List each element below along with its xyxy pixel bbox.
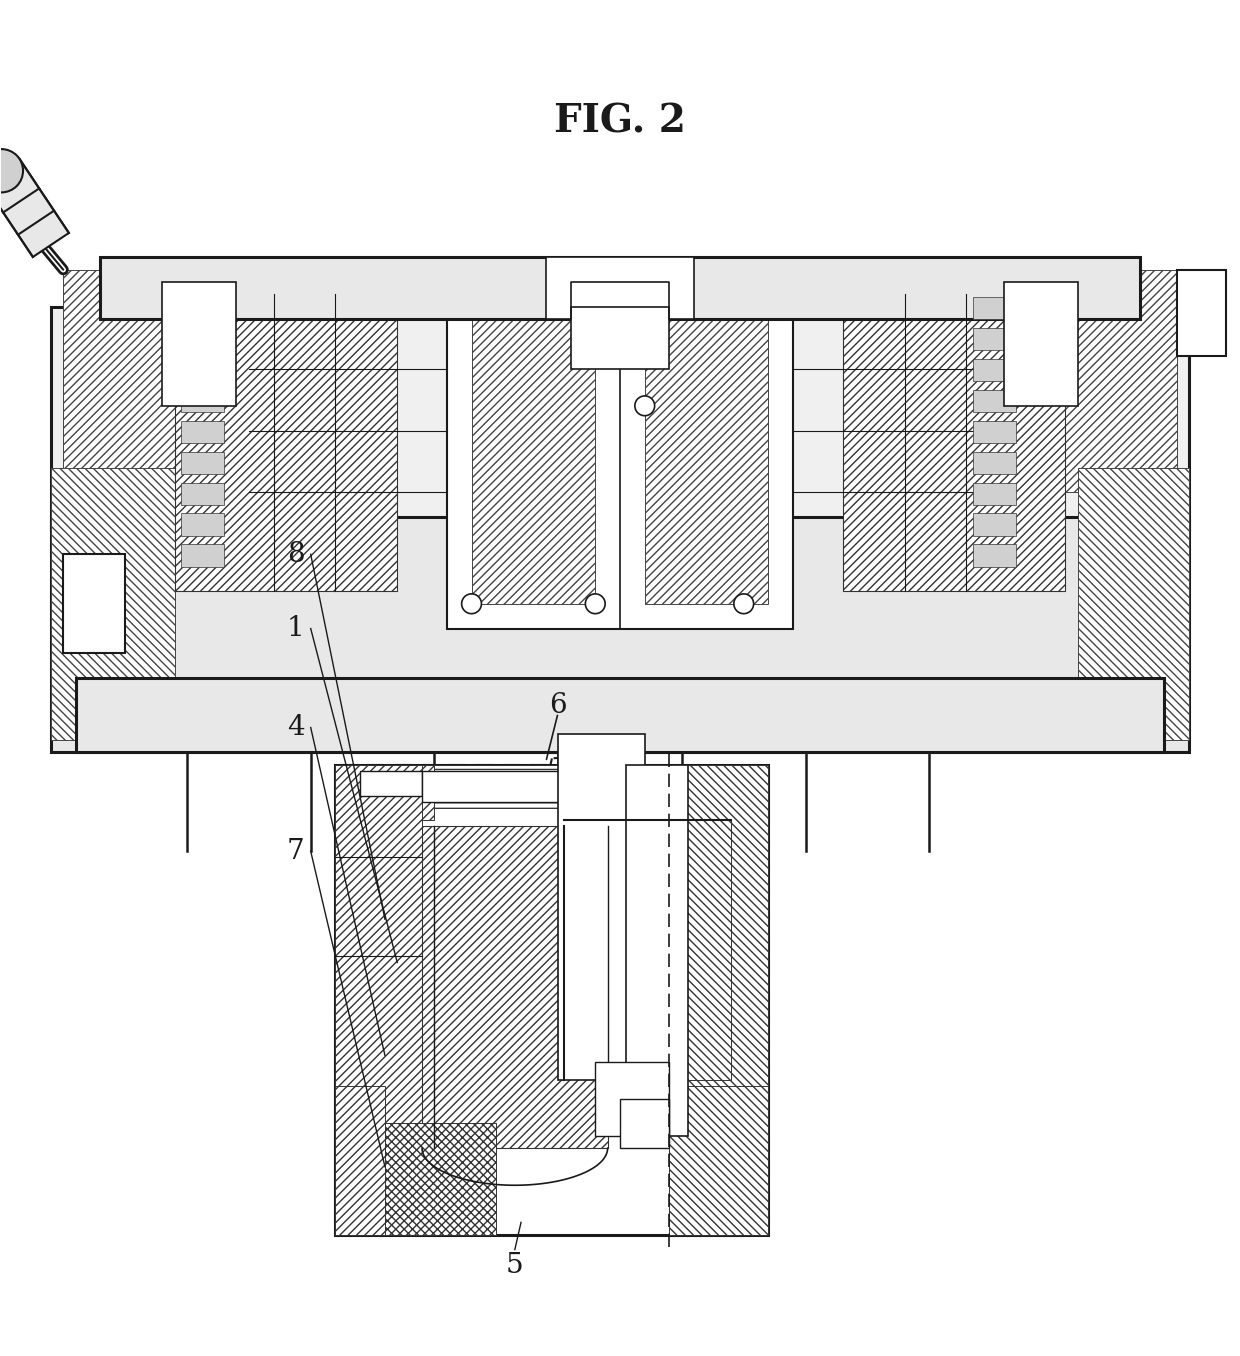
Bar	[1028, 270, 1177, 492]
Text: 1: 1	[286, 616, 305, 641]
Bar	[1078, 468, 1189, 740]
Bar	[972, 297, 1016, 319]
Bar	[972, 389, 1016, 412]
Bar	[843, 294, 1065, 591]
Bar	[595, 1062, 670, 1136]
Bar	[608, 820, 732, 1081]
Text: 7: 7	[286, 838, 305, 865]
Circle shape	[585, 594, 605, 614]
Bar	[972, 452, 1016, 473]
Text: 8: 8	[286, 541, 305, 568]
Bar	[336, 765, 769, 1235]
Bar	[100, 258, 1140, 319]
Bar	[51, 306, 1189, 530]
Bar	[657, 765, 769, 820]
Bar	[645, 319, 769, 603]
Bar	[384, 1123, 496, 1235]
Bar	[972, 328, 1016, 350]
Bar	[670, 1086, 769, 1235]
Bar	[434, 765, 583, 808]
Text: FIG. 2: FIG. 2	[554, 103, 686, 141]
Bar	[175, 294, 397, 591]
Bar	[181, 359, 224, 381]
Bar	[972, 420, 1016, 443]
Bar	[546, 258, 694, 319]
Bar	[181, 514, 224, 536]
Bar	[422, 826, 608, 1149]
Bar	[336, 1086, 384, 1235]
Bar	[51, 468, 175, 740]
Bar	[181, 297, 224, 319]
Bar	[446, 294, 794, 629]
Bar	[181, 420, 224, 443]
Bar	[63, 555, 125, 654]
Circle shape	[635, 396, 655, 416]
Bar	[162, 282, 237, 405]
Bar	[972, 544, 1016, 567]
Bar	[558, 734, 645, 1081]
Bar	[682, 765, 769, 1111]
Bar	[471, 319, 595, 603]
Bar	[972, 359, 1016, 381]
Bar	[972, 483, 1016, 504]
Text: 4: 4	[286, 715, 305, 740]
Bar	[422, 770, 595, 801]
Text: 5: 5	[506, 1252, 523, 1279]
Bar	[76, 678, 1164, 753]
Bar	[360, 770, 422, 796]
Bar	[620, 1098, 670, 1149]
Bar	[181, 389, 224, 412]
Circle shape	[461, 594, 481, 614]
Circle shape	[0, 149, 24, 193]
Polygon shape	[0, 159, 69, 258]
Bar	[181, 544, 224, 567]
Bar	[336, 765, 422, 1222]
Bar	[181, 452, 224, 473]
Circle shape	[734, 594, 754, 614]
Bar	[972, 514, 1016, 536]
Bar	[181, 483, 224, 504]
Bar	[181, 328, 224, 350]
Bar	[1177, 270, 1226, 357]
Bar	[51, 517, 1189, 753]
Bar	[570, 306, 670, 369]
Bar	[63, 270, 212, 492]
Text: 6: 6	[549, 692, 567, 719]
Bar	[1003, 282, 1078, 405]
Bar	[336, 765, 434, 820]
Bar	[626, 765, 688, 1136]
